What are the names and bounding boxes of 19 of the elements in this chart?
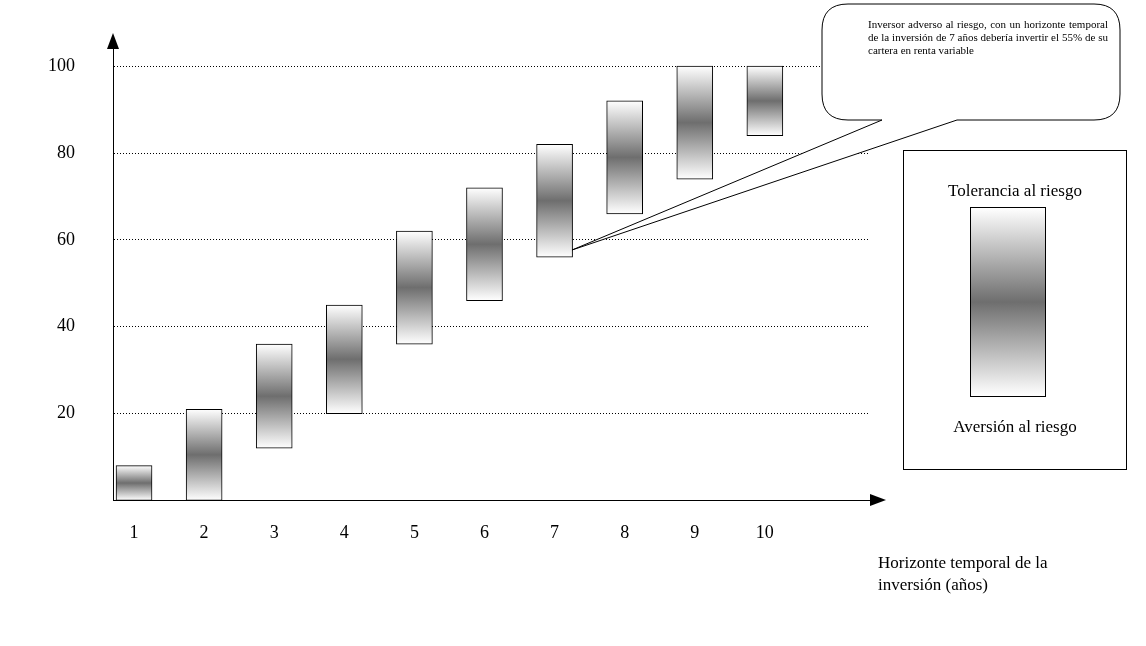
y-tick-label: 40 [57,315,75,336]
x-axis-title: Horizonte temporal de la inversión (años) [878,552,1049,596]
x-tick-label: 4 [339,521,349,542]
text: Aversión al riesgo [952,417,1078,437]
text: Tolerancia al riesgo [947,181,1083,201]
y-tick-label: 80 [57,141,75,162]
x-tick-label: 5 [409,521,419,542]
x-tick-label: 9 [690,521,700,542]
x-tick-label: 6 [479,521,489,542]
x-tick-label: 10 [755,521,774,542]
x-tick-label: 7 [550,521,560,542]
x-tick-label: 3 [269,521,279,542]
y-tick-label: 20 [57,402,75,423]
x-tick-label: 2 [199,521,209,542]
x-tick-label: 8 [620,521,630,542]
y-tick-label: 60 [57,228,75,249]
text: Inversor adverso al riesgo, con un horizonte temporal de la inversión de 7 años debería invertir el 55% de su cartera en renta variable [868,18,1108,57]
x-tick-label: 1 [129,521,139,542]
y-tick-label: 100 [48,54,75,75]
